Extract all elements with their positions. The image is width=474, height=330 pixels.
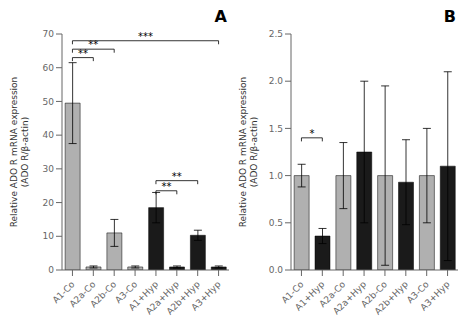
svg-text:A2b-Co: A2b-Co [88, 279, 118, 309]
svg-text:1.0: 1.0 [269, 171, 284, 181]
svg-text:A3-Co: A3-Co [113, 279, 140, 306]
svg-text:50: 50 [43, 97, 55, 107]
svg-text:**: ** [78, 48, 88, 59]
svg-text:A2b+Hyp: A2b+Hyp [372, 279, 411, 317]
svg-text:A2a+Hyp: A2a+Hyp [331, 279, 369, 317]
svg-text:**: ** [88, 39, 98, 50]
svg-text:A3+Hyp: A3+Hyp [189, 279, 223, 313]
svg-text:**: ** [172, 171, 182, 182]
svg-text:A1-Co: A1-Co [279, 279, 306, 306]
svg-text:2.0: 2.0 [269, 76, 284, 86]
svg-text:A2b+Hyp: A2b+Hyp [164, 279, 202, 317]
svg-text:30: 30 [43, 164, 55, 174]
svg-text:10: 10 [43, 231, 55, 241]
html-text:B: B [443, 7, 456, 26]
svg-text:40: 40 [43, 130, 55, 140]
svg-text:A2a-Co: A2a-Co [317, 279, 348, 310]
svg-text:2.5: 2.5 [269, 29, 283, 39]
svg-text:A1-Co: A1-Co [50, 279, 77, 306]
svg-text:Relative ADO R mRNA expression: Relative ADO R mRNA expression(ADO R/β-a… [9, 77, 30, 228]
svg-text:A1+Hyp: A1+Hyp [126, 279, 161, 313]
svg-text:A2a-Co: A2a-Co [67, 279, 98, 310]
svg-text:20: 20 [43, 198, 55, 208]
svg-text:A3+Hyp: A3+Hyp [418, 279, 452, 313]
html-text:A: A [214, 7, 227, 26]
svg-text:***: *** [138, 31, 153, 42]
svg-text:Relative ADO R mRNA expression: Relative ADO R mRNA expression(ADO R/β-a… [238, 77, 259, 228]
svg-text:0: 0 [48, 265, 54, 275]
svg-text:0.5: 0.5 [269, 218, 283, 228]
svg-text:A2a+Hyp: A2a+Hyp [143, 279, 182, 317]
svg-text:A3-Co: A3-Co [404, 279, 431, 306]
svg-text:0.0: 0.0 [269, 265, 284, 275]
svg-text:*: * [309, 128, 314, 139]
svg-text:A1+Hyp: A1+Hyp [293, 279, 327, 313]
svg-text:60: 60 [43, 63, 55, 73]
svg-text:**: ** [161, 181, 171, 192]
svg-text:70: 70 [43, 29, 55, 39]
svg-text:1.5: 1.5 [269, 124, 283, 134]
svg-text:A2b-Co: A2b-Co [359, 279, 390, 310]
